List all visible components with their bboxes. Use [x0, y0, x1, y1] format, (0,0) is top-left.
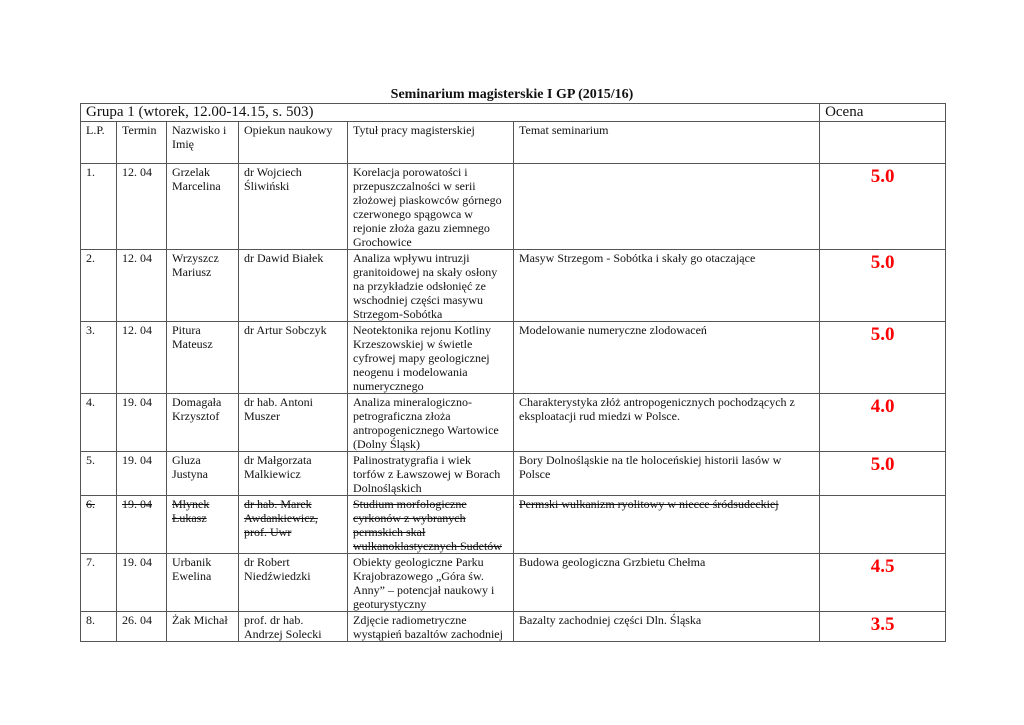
cell-supervisor: dr Małgorzata Malkiewicz: [238, 451, 348, 496]
table-row: 3. 12. 04 Pitura Mateusz dr Artur Sobczyk Ne…: [80, 321, 947, 394]
cell-termin: 12. 04: [116, 249, 167, 322]
cell-grade: 5.0: [819, 321, 947, 394]
table-row: 1. 12. 04 Grzelak Marcelina dr Wojciech Śli…: [80, 163, 947, 250]
group-label: Grupa 1 (wtorek, 12.00-14.15, s. 503): [79, 103, 821, 122]
cell-lp: 6.: [80, 495, 117, 554]
cell-supervisor: dr Dawid Białek: [238, 249, 348, 322]
cell-supervisor: dr Wojciech Śliwiński: [238, 163, 348, 250]
table-row: 7. 19. 04 Urbanik Ewelina dr Robert Niedźwi…: [80, 553, 947, 612]
document-title: Seminarium magisterskie I GP (2015/16): [390, 87, 634, 102]
cell-topic: Budowa geologiczna Grzbietu Chełma: [512, 553, 821, 612]
grade-header: Ocena: [819, 103, 947, 122]
cell-name: Gluza Justyna: [166, 451, 239, 496]
cell-name: Pitura Mateusz: [166, 321, 239, 394]
header-row: L.P. Termin Nazwisko i Imię Opiekun nauk…: [80, 121, 947, 164]
cell-supervisor: prof. dr hab. Andrzej Solecki: [238, 611, 348, 642]
cell-thesis: Zdjęcie radiometryczne wystąpień bazaltó…: [347, 611, 514, 642]
cell-thesis: Obiekty geologiczne Parku Krajobrazowego…: [347, 553, 514, 612]
cell-topic: [512, 163, 821, 250]
header-grade-empty: [819, 121, 947, 164]
cell-supervisor: dr Artur Sobczyk: [238, 321, 348, 394]
cell-lp: 1.: [80, 163, 117, 250]
cell-supervisor: dr hab. Marek Awdankiewicz, prof. Uwr: [238, 495, 348, 554]
table-row: 4. 19. 04 Domagała Krzysztof dr hab. Antoni…: [80, 393, 947, 452]
cell-termin: 19. 04: [116, 495, 167, 554]
cell-lp: 5.: [80, 451, 117, 496]
cell-lp: 7.: [80, 553, 117, 612]
header-name: Nazwisko i Imię: [166, 121, 239, 164]
cell-name: Wrzyszcz Mariusz: [166, 249, 239, 322]
cell-grade: 5.0: [819, 451, 947, 496]
cell-topic: Masyw Strzegom - Sobótka i skały go otac…: [512, 249, 821, 322]
cell-termin: 19. 04: [116, 393, 167, 452]
cell-grade: 4.5: [819, 553, 947, 612]
cell-grade: [819, 495, 947, 554]
header-topic: Temat seminarium: [512, 121, 821, 164]
table-row: 5. 19. 04 Gluza Justyna dr Małgorzata Malki…: [80, 451, 947, 496]
cell-topic: Bory Dolnośląskie na tle holoceńskiej hi…: [512, 451, 821, 496]
cell-thesis: Neotektonika rejonu Kotliny Krzeszowskie…: [347, 321, 514, 394]
cell-termin: 19. 04: [116, 451, 167, 496]
cell-termin: 19. 04: [116, 553, 167, 612]
header-supervisor: Opiekun naukowy: [238, 121, 348, 164]
header-lp: L.P.: [80, 121, 117, 164]
cell-name: Młynek Łukasz: [166, 495, 239, 554]
cell-supervisor: dr Robert Niedźwiedzki: [238, 553, 348, 612]
table-row: 8. 26. 04 Żak Michał prof. dr hab. Andrzej …: [80, 611, 947, 642]
cell-termin: 12. 04: [116, 321, 167, 394]
cell-thesis: Analiza mineralogiczno- petrograficzna z…: [347, 393, 514, 452]
cell-name: Domagała Krzysztof: [166, 393, 239, 452]
cell-thesis: Analiza wpływu intruzji granitoidowej na…: [347, 249, 514, 322]
cell-name: Grzelak Marcelina: [166, 163, 239, 250]
cell-grade: 4.0: [819, 393, 947, 452]
cell-lp: 4.: [80, 393, 117, 452]
cell-topic: Modelowanie numeryczne zlodowaceń: [512, 321, 821, 394]
cell-grade: 3.5: [819, 611, 947, 642]
group-row: Grupa 1 (wtorek, 12.00-14.15, s. 503) Oc…: [79, 103, 947, 122]
cell-grade: 5.0: [819, 249, 947, 322]
cell-termin: 26. 04: [116, 611, 167, 642]
cell-termin: 12. 04: [116, 163, 167, 250]
cell-topic: Permski wulkanizm ryolitowy w niecce śró…: [512, 495, 821, 554]
cell-thesis: Studium morfologiczne cyrkonów z wybrany…: [347, 495, 514, 554]
header-termin: Termin: [116, 121, 167, 164]
cell-lp: 2.: [80, 249, 117, 322]
header-thesis: Tytuł pracy magisterskiej: [347, 121, 514, 164]
cell-lp: 3.: [80, 321, 117, 394]
cell-thesis: Palinostratygrafia i wiek torfów z Ławsz…: [347, 451, 514, 496]
table-row: 6. 19. 04 Młynek Łukasz dr hab. Marek Awdan…: [80, 495, 947, 554]
cell-grade: 5.0: [819, 163, 947, 250]
cell-name: Żak Michał: [166, 611, 239, 642]
cell-topic: Bazalty zachodniej części Dln. Śląska: [512, 611, 821, 642]
cell-lp: 8.: [80, 611, 117, 642]
cell-topic: Charakterystyka złóż antropogenicznych p…: [512, 393, 821, 452]
seminar-table: Grupa 1 (wtorek, 12.00-14.15, s. 503) Oc…: [79, 103, 947, 642]
cell-thesis: Korelacja porowatości i przepuszczalnośc…: [347, 163, 514, 250]
cell-name: Urbanik Ewelina: [166, 553, 239, 612]
table-row: 2. 12. 04 Wrzyszcz Mariusz dr Dawid Białek A…: [80, 249, 947, 322]
cell-supervisor: dr hab. Antoni Muszer: [238, 393, 348, 452]
